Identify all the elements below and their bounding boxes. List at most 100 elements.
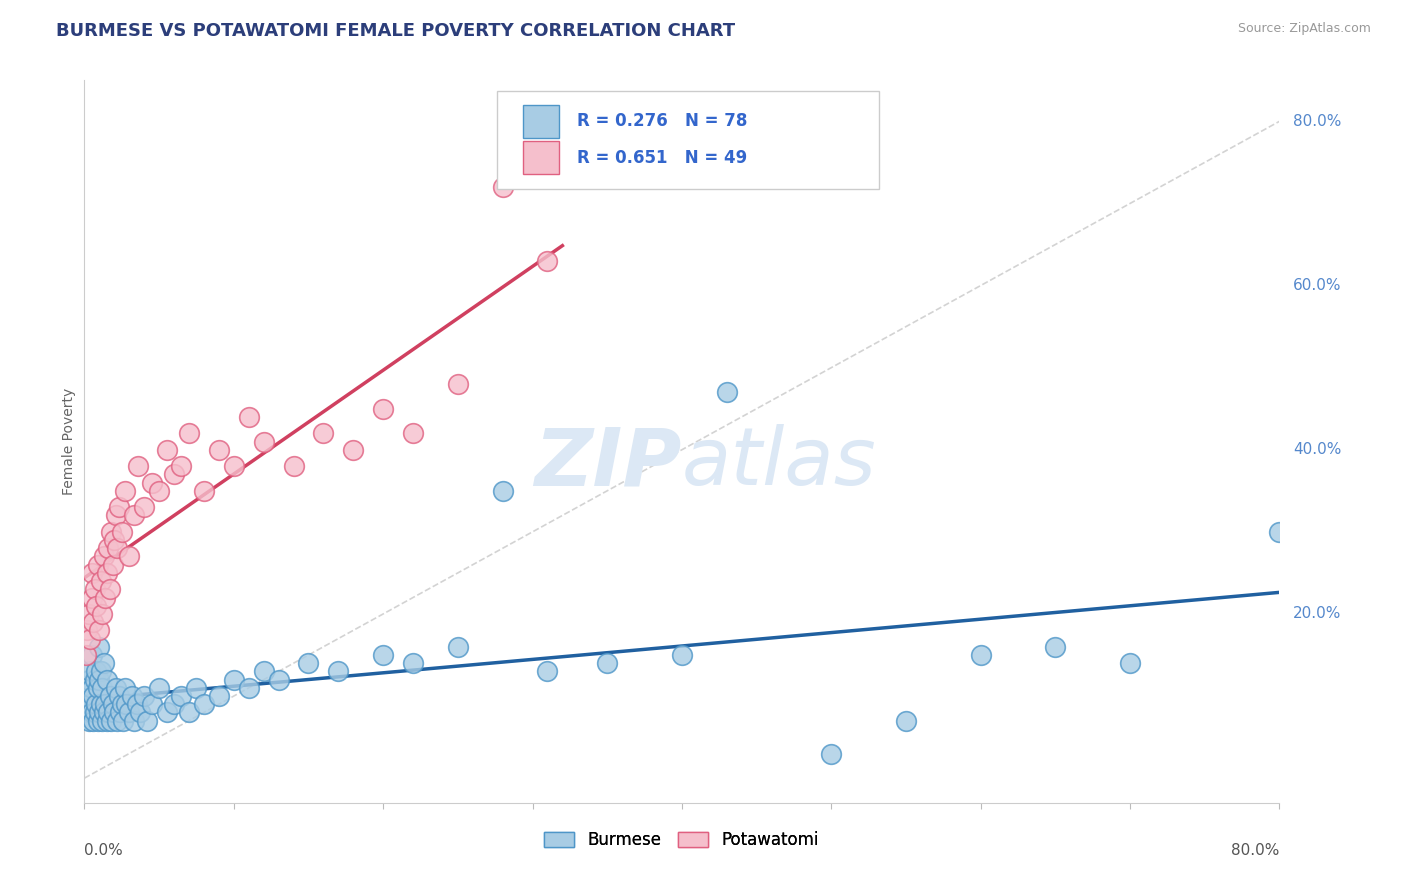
Point xyxy=(208,689,231,703)
Point xyxy=(193,698,215,712)
Point xyxy=(267,673,290,687)
Point xyxy=(328,665,350,679)
Point xyxy=(177,426,200,441)
Point xyxy=(91,607,114,621)
Point xyxy=(77,714,100,728)
Point xyxy=(87,681,110,695)
Point xyxy=(312,426,335,441)
Point xyxy=(97,541,120,556)
Point xyxy=(93,706,115,720)
Point xyxy=(80,591,103,605)
Point xyxy=(104,508,127,523)
Point xyxy=(716,385,738,400)
Point xyxy=(76,689,98,703)
Point xyxy=(86,599,108,613)
Point xyxy=(373,401,395,416)
Point xyxy=(94,591,117,605)
Point xyxy=(93,657,115,671)
Point xyxy=(94,698,117,712)
Text: ZIP: ZIP xyxy=(534,425,682,502)
Point xyxy=(100,714,122,728)
Point xyxy=(89,673,111,687)
Point xyxy=(80,681,103,695)
Point xyxy=(90,574,112,588)
Point xyxy=(136,714,159,728)
Point xyxy=(107,500,129,515)
Point xyxy=(90,665,112,679)
Point xyxy=(96,673,118,687)
Point xyxy=(536,253,558,268)
Point xyxy=(128,706,150,720)
Point xyxy=(82,714,104,728)
Point xyxy=(447,640,470,654)
Point xyxy=(87,558,110,572)
Point xyxy=(132,689,156,703)
Point xyxy=(1119,657,1142,671)
Point xyxy=(121,689,143,703)
Point xyxy=(111,698,134,712)
Point xyxy=(163,467,186,482)
Point xyxy=(671,648,693,662)
Point xyxy=(107,689,129,703)
Text: 60.0%: 60.0% xyxy=(1294,278,1341,293)
Point xyxy=(103,706,125,720)
Text: Source: ZipAtlas.com: Source: ZipAtlas.com xyxy=(1237,22,1371,36)
Point xyxy=(125,698,148,712)
Point xyxy=(79,632,101,646)
Text: 0.0%: 0.0% xyxy=(84,843,124,857)
Point xyxy=(79,698,101,712)
Point xyxy=(402,426,425,441)
Legend: Burmese, Potawatomi: Burmese, Potawatomi xyxy=(538,824,825,856)
Point xyxy=(86,665,108,679)
Point xyxy=(238,681,260,695)
Point xyxy=(820,747,842,761)
Point xyxy=(82,615,104,630)
Point xyxy=(105,714,128,728)
Point xyxy=(163,698,186,712)
Text: 40.0%: 40.0% xyxy=(1294,442,1341,458)
Point xyxy=(75,648,97,662)
Point xyxy=(101,698,124,712)
Point xyxy=(98,689,121,703)
Point xyxy=(127,459,149,474)
Point xyxy=(98,582,121,597)
Point xyxy=(91,681,114,695)
Point xyxy=(110,706,132,720)
Point xyxy=(114,681,136,695)
Bar xyxy=(523,141,558,174)
Point xyxy=(536,665,558,679)
Point xyxy=(96,566,118,580)
Point xyxy=(297,657,319,671)
Point xyxy=(96,714,118,728)
Point xyxy=(91,714,114,728)
Point xyxy=(170,459,193,474)
FancyBboxPatch shape xyxy=(496,91,879,189)
Point xyxy=(104,681,127,695)
Point xyxy=(80,648,103,662)
Point xyxy=(283,459,305,474)
Point xyxy=(1268,524,1291,539)
Text: 80.0%: 80.0% xyxy=(1294,114,1341,128)
Point xyxy=(141,698,163,712)
Point xyxy=(155,706,177,720)
Point xyxy=(342,442,364,457)
Point xyxy=(101,558,124,572)
Point xyxy=(89,640,111,654)
Point xyxy=(186,681,208,695)
Point xyxy=(170,689,193,703)
Point xyxy=(77,673,100,687)
Point xyxy=(141,475,163,490)
Point xyxy=(114,483,136,498)
Text: R = 0.651   N = 49: R = 0.651 N = 49 xyxy=(576,149,747,167)
Point xyxy=(80,706,103,720)
Point xyxy=(112,714,135,728)
Point xyxy=(100,524,122,539)
Point xyxy=(75,706,97,720)
Point xyxy=(492,180,515,194)
Point xyxy=(1045,640,1067,654)
Point xyxy=(97,706,120,720)
Point xyxy=(155,442,177,457)
Point xyxy=(373,648,395,662)
Point xyxy=(80,566,103,580)
Point xyxy=(90,698,112,712)
